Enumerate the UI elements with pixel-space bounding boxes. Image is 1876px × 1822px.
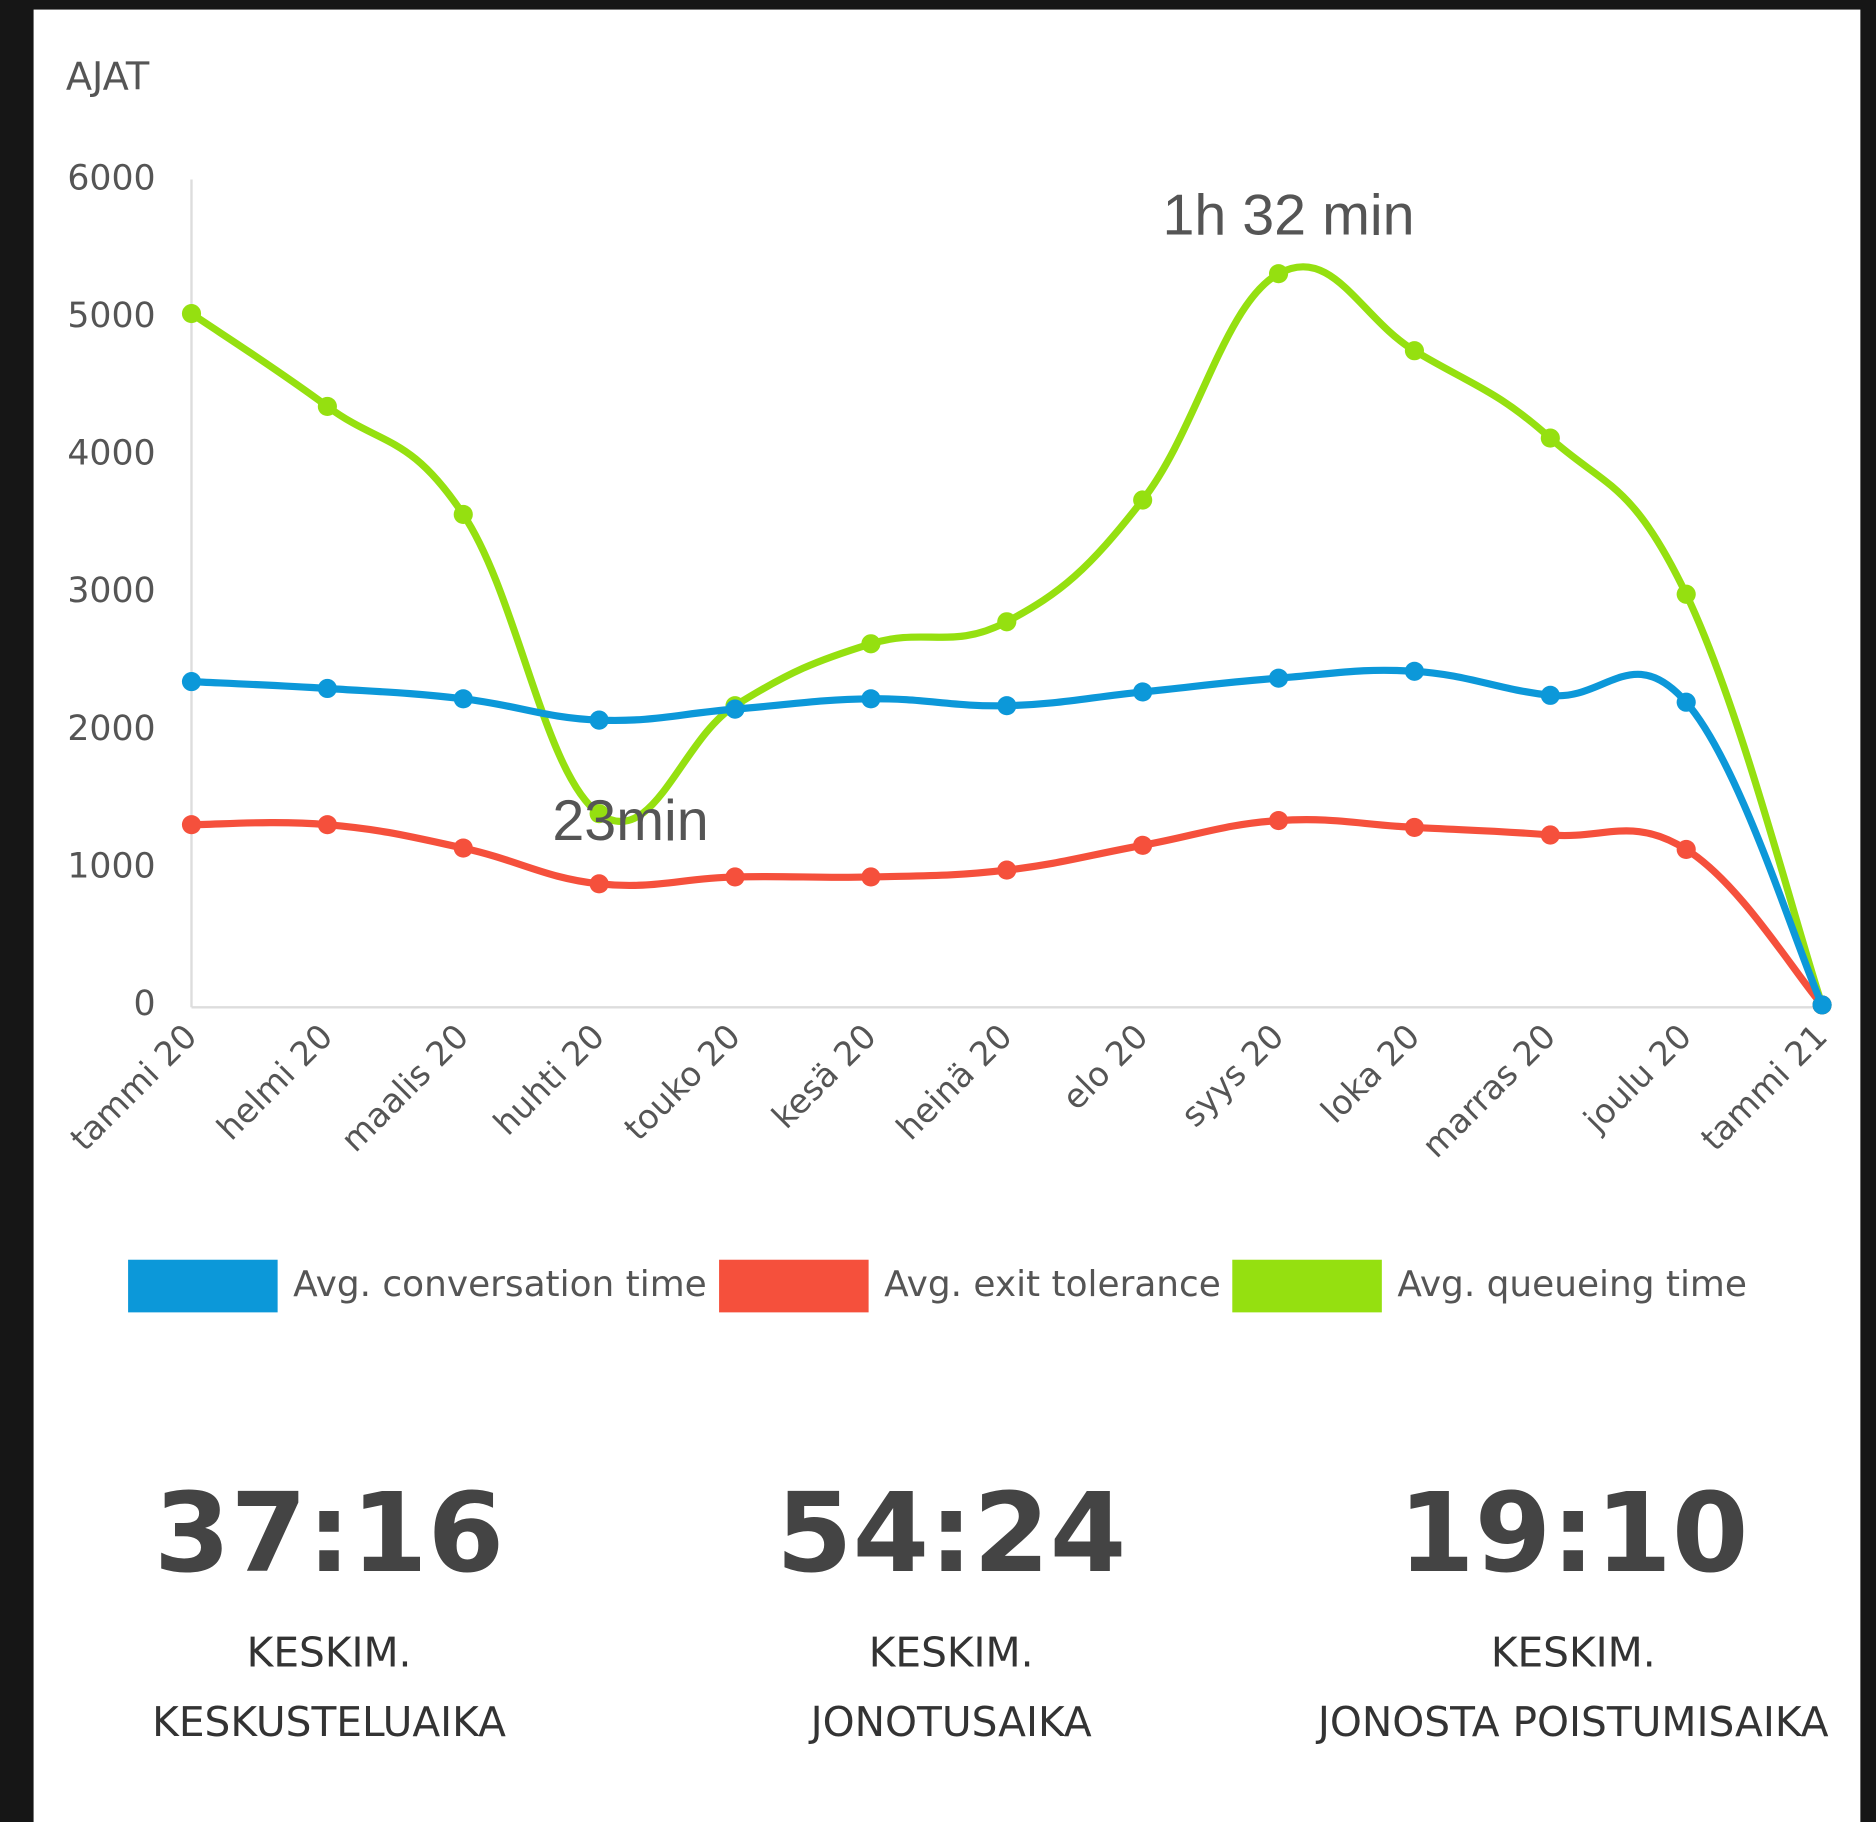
chart-title: AJAT xyxy=(66,54,150,99)
legend-label: Avg. conversation time xyxy=(293,1264,707,1305)
stat-value: 19:10 xyxy=(1398,1469,1748,1597)
legend-label: Avg. queueing time xyxy=(1397,1264,1747,1305)
data-point xyxy=(861,634,881,654)
y-tick-label: 2000 xyxy=(67,709,155,749)
data-point xyxy=(1676,692,1696,712)
data-point xyxy=(317,815,337,835)
stat-label: JONOTUSAIKA xyxy=(808,1698,1092,1746)
data-point xyxy=(589,804,609,824)
annotation: 1h 32 min xyxy=(1162,183,1414,247)
data-point xyxy=(1404,817,1425,838)
data-point xyxy=(1540,825,1560,845)
panel xyxy=(33,9,1861,1822)
data-point xyxy=(1133,682,1153,702)
data-point xyxy=(997,612,1017,632)
data-point xyxy=(453,689,473,709)
data-point xyxy=(181,672,202,692)
data-point xyxy=(1404,341,1425,361)
data-point xyxy=(453,838,473,858)
stat-label: KESKIM. xyxy=(869,1628,1034,1676)
data-point xyxy=(997,696,1017,716)
data-point xyxy=(1268,668,1289,688)
y-tick-label: 1000 xyxy=(67,846,155,886)
data-point xyxy=(725,699,745,719)
annotation: 23min xyxy=(552,789,708,853)
stat-label: KESKUSTELUAIKA xyxy=(152,1698,506,1746)
data-point xyxy=(1268,810,1289,831)
data-point xyxy=(317,678,337,699)
stat-label: KESKIM. xyxy=(247,1628,412,1676)
y-tick-label: 3000 xyxy=(67,571,155,611)
data-point xyxy=(1540,428,1560,448)
stat-label: KESKIM. xyxy=(1491,1628,1656,1676)
data-point xyxy=(1676,584,1696,604)
data-point xyxy=(997,860,1017,880)
stat-value: 37:16 xyxy=(154,1469,504,1597)
legend-swatch xyxy=(1232,1259,1382,1313)
y-tick-label: 0 xyxy=(134,984,156,1024)
stat-value: 54:24 xyxy=(776,1469,1126,1597)
data-point xyxy=(453,504,473,525)
series-line xyxy=(189,263,1826,1007)
data-point xyxy=(861,689,881,709)
legend-swatch xyxy=(719,1259,869,1313)
data-point xyxy=(1404,661,1425,681)
data-point xyxy=(589,874,609,894)
data-point xyxy=(1540,685,1560,705)
data-point xyxy=(181,815,202,835)
legend-label: Avg. exit tolerance xyxy=(884,1264,1221,1305)
data-point xyxy=(317,396,337,417)
y-tick-label: 5000 xyxy=(67,296,155,336)
data-point xyxy=(181,304,202,324)
data-point xyxy=(861,867,881,887)
stat-label: JONOSTA POISTUMISAIKA xyxy=(1315,1698,1829,1746)
data-point xyxy=(1133,490,1153,510)
data-point xyxy=(1133,835,1153,855)
data-point xyxy=(725,867,745,887)
legend-swatch xyxy=(128,1259,278,1313)
data-point xyxy=(1268,264,1289,284)
y-tick-label: 6000 xyxy=(67,158,155,198)
data-point xyxy=(1676,839,1696,860)
data-point xyxy=(589,710,609,730)
data-point xyxy=(1812,995,1832,1015)
y-tick-label: 4000 xyxy=(67,434,155,474)
